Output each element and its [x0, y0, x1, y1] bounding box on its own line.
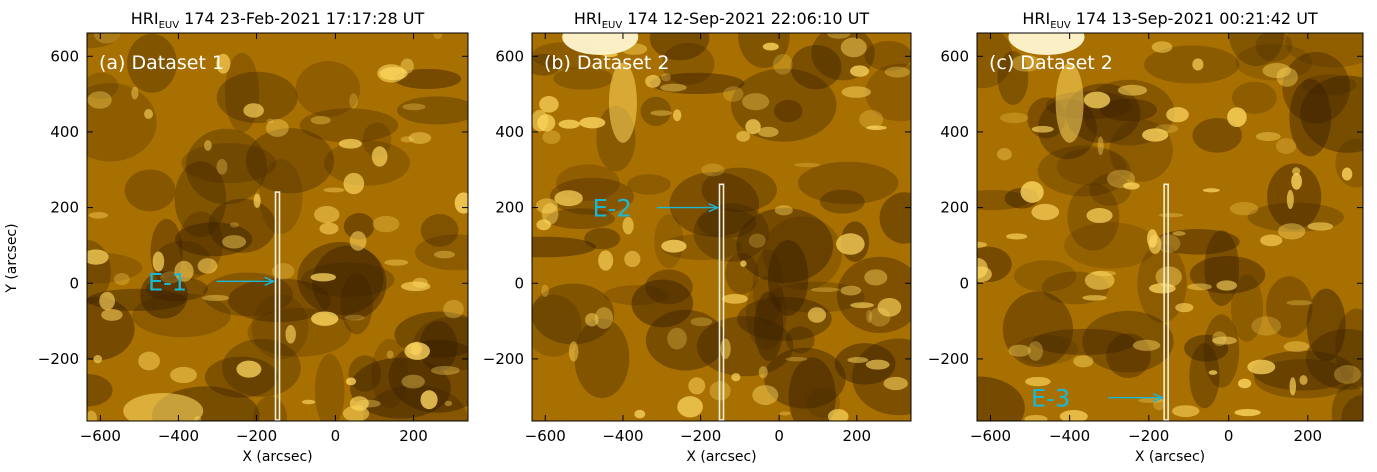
- panel-label: (b) Dataset 2: [544, 52, 669, 74]
- x-axis-label: X (arcsec): [686, 449, 756, 465]
- panel-title: HRIEUV 174 12-Sep-2021 22:06:10 UT: [574, 9, 870, 31]
- panel-a: (a) Dataset 1 E-1 HRIEUV 174 23-Feb-2021 1…: [4, 9, 469, 465]
- y-tick-label: 400: [495, 123, 524, 141]
- plot-frame: [531, 32, 912, 422]
- event-arrow: [657, 202, 720, 213]
- x-tick-label: −600: [525, 427, 566, 445]
- panel-label: (a) Dataset 1: [99, 52, 224, 74]
- panel-b: (b) Dataset 2 E-2 HRIEUV 174 12-Sep-2021 2…: [483, 9, 912, 465]
- x-tick-label: −600: [80, 427, 121, 445]
- slit-marker: [1163, 183, 1169, 421]
- x-tick-label: −200: [680, 427, 721, 445]
- y-tick-label: 200: [50, 199, 79, 217]
- euv-image: [532, 33, 911, 421]
- panel-label: (c) Dataset 2: [989, 52, 1113, 74]
- y-tick-label: 600: [50, 47, 79, 65]
- y-tick-label: 0: [959, 274, 969, 292]
- plot-frame: [976, 32, 1364, 422]
- event-arrow: [1108, 393, 1165, 403]
- slit-marker: [718, 183, 725, 421]
- x-tick-label: 0: [774, 427, 784, 445]
- x-axis-label: X (arcsec): [1135, 449, 1205, 465]
- event-label: E-2: [593, 195, 632, 223]
- panel-c: (c) Dataset 2 E-3 HRIEUV 174 13-Sep-2021 0…: [928, 9, 1364, 465]
- plot-frame: [86, 32, 469, 422]
- x-tick-label: 200: [1293, 427, 1322, 445]
- y-tick-label: 200: [495, 199, 524, 217]
- slit-marker: [274, 191, 281, 421]
- y-tick-label: 0: [69, 274, 79, 292]
- y-tick-label: 600: [940, 47, 969, 65]
- event-arrow: [216, 276, 276, 286]
- y-tick-label: −200: [38, 350, 79, 368]
- panel-title: HRIEUV 174 13-Sep-2021 00:21:42 UT: [1022, 9, 1318, 31]
- x-tick-label: 0: [1224, 427, 1234, 445]
- x-tick-label: −600: [970, 427, 1011, 445]
- x-tick-label: −200: [236, 427, 277, 445]
- panel-title: HRIEUV 174 23-Feb-2021 17:17:28 UT: [131, 9, 425, 31]
- y-tick-label: 400: [50, 123, 79, 141]
- x-tick-label: −400: [602, 427, 643, 445]
- y-tick-label: 400: [940, 123, 969, 141]
- euv-image: [87, 33, 468, 421]
- y-axis-label: Y (arcsec): [4, 223, 20, 293]
- euv-image: [977, 33, 1363, 421]
- x-tick-label: 200: [399, 427, 428, 445]
- event-label: E-1: [148, 268, 187, 296]
- x-axis-label: X (arcsec): [242, 449, 312, 465]
- x-tick-label: −200: [1128, 427, 1169, 445]
- x-tick-label: 200: [842, 427, 871, 445]
- x-tick-label: −400: [158, 427, 199, 445]
- y-tick-label: 0: [514, 274, 524, 292]
- y-tick-label: 600: [495, 47, 524, 65]
- event-label: E-3: [1031, 385, 1070, 413]
- x-tick-label: 0: [331, 427, 341, 445]
- y-tick-label: 200: [940, 199, 969, 217]
- y-tick-label: −200: [928, 350, 969, 368]
- x-tick-label: −400: [1049, 427, 1090, 445]
- y-tick-label: −200: [483, 350, 524, 368]
